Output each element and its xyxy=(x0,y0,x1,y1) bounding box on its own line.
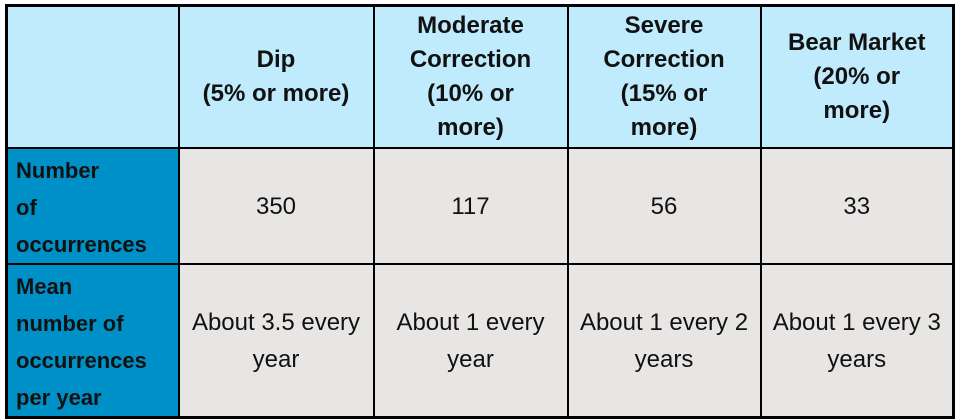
row-header-mean-occurrences-per-year: Mean number of occurrences per year xyxy=(5,263,180,419)
header-row: Dip (5% or more) Moderate Correction (10… xyxy=(5,4,955,149)
cell-occurrences-dip: 350 xyxy=(177,147,375,265)
page: Dip (5% or more) Moderate Correction (10… xyxy=(5,4,955,419)
table-row-number-of-occurrences: Number of occurrences 350 117 56 33 xyxy=(5,147,955,265)
cell-mean-moderate-correction: About 1 every year xyxy=(372,263,569,419)
table-row-mean-occurrences-per-year: Mean number of occurrences per year Abou… xyxy=(5,263,955,419)
col-header-moderate-correction: Moderate Correction (10% or more) xyxy=(372,4,569,149)
row-header-number-of-occurrences: Number of occurrences xyxy=(5,147,180,265)
cell-mean-dip: About 3.5 every year xyxy=(177,263,375,419)
market-declines-table: Dip (5% or more) Moderate Correction (10… xyxy=(5,4,955,419)
col-header-severe-correction: Severe Correction (15% or more) xyxy=(566,4,762,149)
corner-cell xyxy=(5,4,180,149)
cell-mean-severe-correction: About 1 every 2 years xyxy=(566,263,762,419)
col-header-bear-market: Bear Market (20% or more) xyxy=(759,4,955,149)
cell-mean-bear-market: About 1 every 3 years xyxy=(759,263,955,419)
cell-occurrences-bear-market: 33 xyxy=(759,147,955,265)
cell-occurrences-moderate-correction: 117 xyxy=(372,147,569,265)
cell-occurrences-severe-correction: 56 xyxy=(566,147,762,265)
col-header-dip: Dip (5% or more) xyxy=(177,4,375,149)
